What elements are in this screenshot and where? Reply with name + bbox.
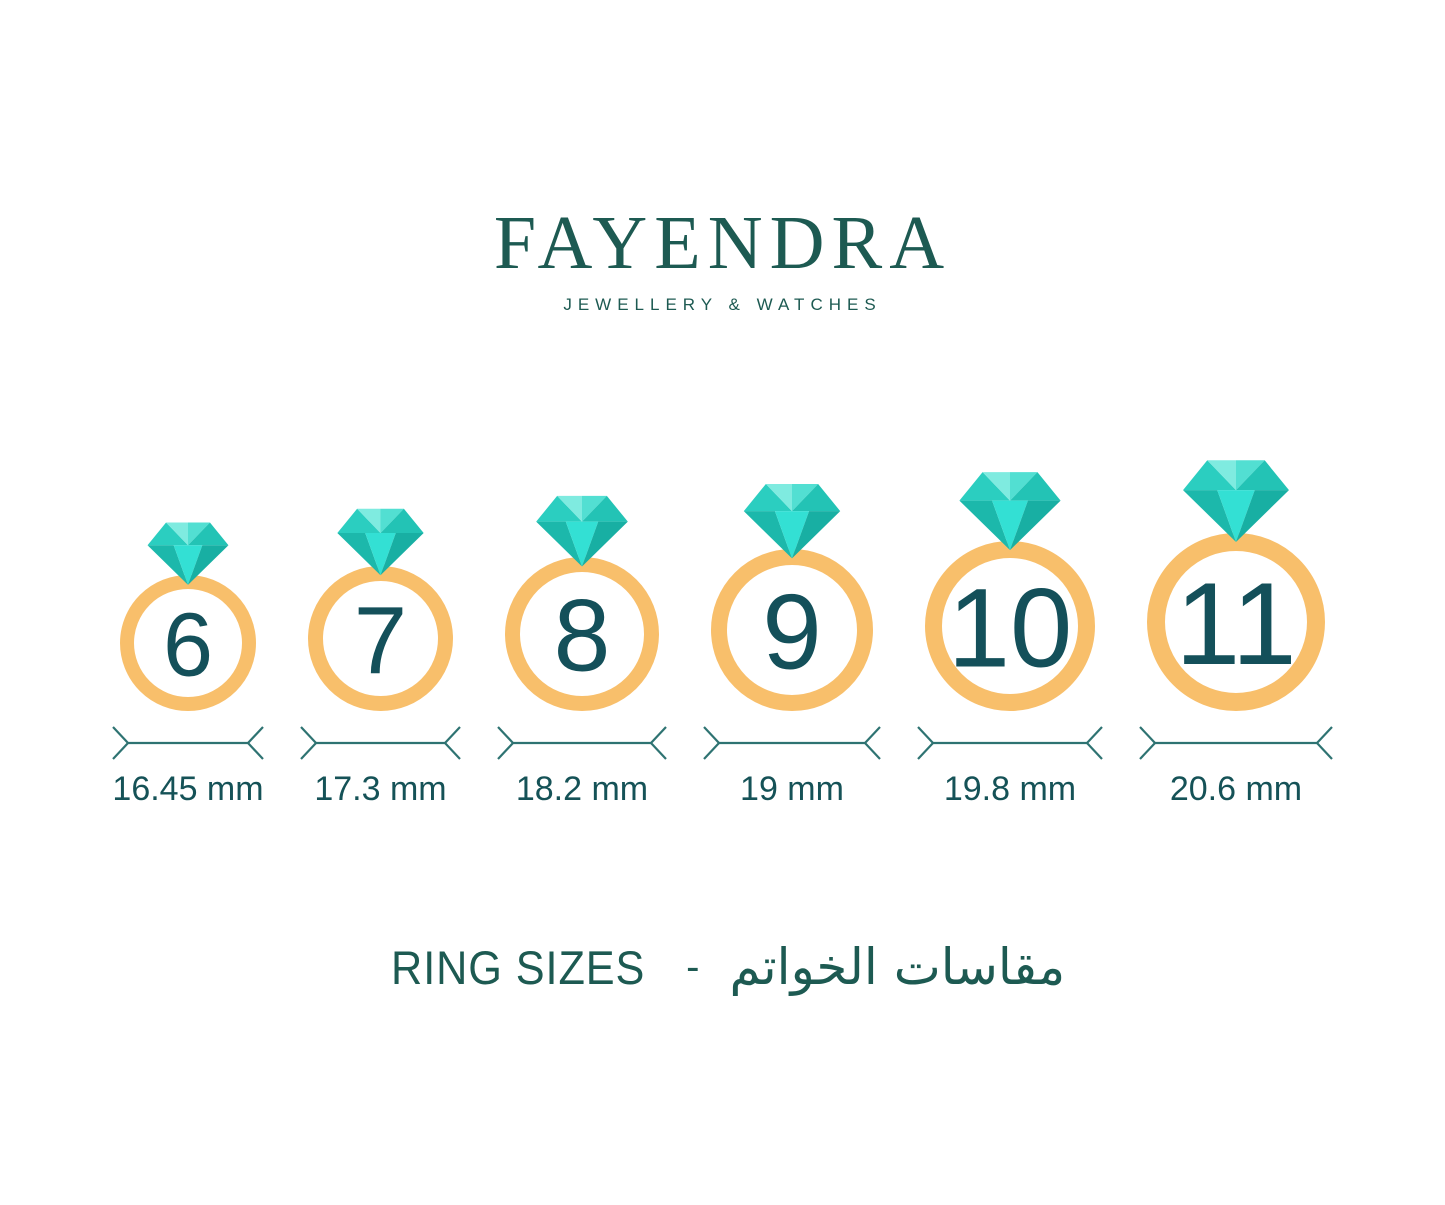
dimension-arrow-icon [300,725,461,760]
footer-title-arabic: مقاسات الخواتم [729,938,1066,996]
diamond-icon [337,508,424,575]
ring-size-number: 9 [762,571,822,691]
diamond-icon [959,471,1061,550]
ring-column-11: 11 20.6 mm [1138,457,1334,808]
ring-graphic: 9 [711,483,873,711]
diameter-label: 18.2 mm [515,769,649,808]
ring-graphic: 8 [505,495,659,711]
ring-column-6: 6 16.45 mm [111,520,265,808]
diamond-icon [743,483,841,558]
footer-title: RING SIZES - مقاسات الخواتم [0,938,1445,996]
footer-title-english: RING SIZES [390,940,646,994]
ring-size-number: 7 [354,587,407,694]
ring-graphic: 11 [1147,459,1325,711]
diamond-icon [147,522,229,585]
footer-title-separator: - [686,944,700,989]
dimension-arrow-icon [917,725,1103,760]
rings-row: 6 16.45 mm 7 17.3 mm 8 18.2 mm 9 19 mm 10 19.8 mm… [0,448,1445,808]
ring-column-9: 9 19 mm [702,481,882,808]
logo-subtitle: JEWELLERY & WATCHES [563,295,882,314]
dimension-arrow-icon [1139,725,1333,760]
diameter-label: 19.8 mm [943,769,1077,808]
diameter-label: 19 mm [740,769,844,808]
dimension-arrow-icon [703,725,881,760]
ring-size-number: 6 [163,595,213,695]
ring-size-number: 11 [1175,558,1296,689]
ring-column-8: 8 18.2 mm [496,493,668,808]
ring-band [1147,532,1325,711]
diameter-label: 20.6 mm [1169,769,1303,808]
dimension-arrow-icon [497,725,667,760]
ring-graphic: 10 [925,471,1095,711]
diamond-icon [536,495,628,567]
ring-size-number: 8 [554,578,611,692]
logo-title: FAYENDRA [493,201,952,285]
diameter-label: 17.3 mm [314,769,447,808]
ring-column-10: 10 19.8 mm [916,469,1104,808]
brand-logo: FAYENDRA JEWELLERY & WATCHES [0,205,1445,315]
dimension-arrow-icon [112,725,264,760]
ring-column-7: 7 17.3 mm [299,506,462,808]
diamond-icon [1183,459,1289,542]
ring-graphic: 7 [308,508,453,711]
diameter-label: 16.45 mm [112,769,264,808]
ring-size-number: 10 [948,565,1073,690]
ring-graphic: 6 [120,522,256,711]
